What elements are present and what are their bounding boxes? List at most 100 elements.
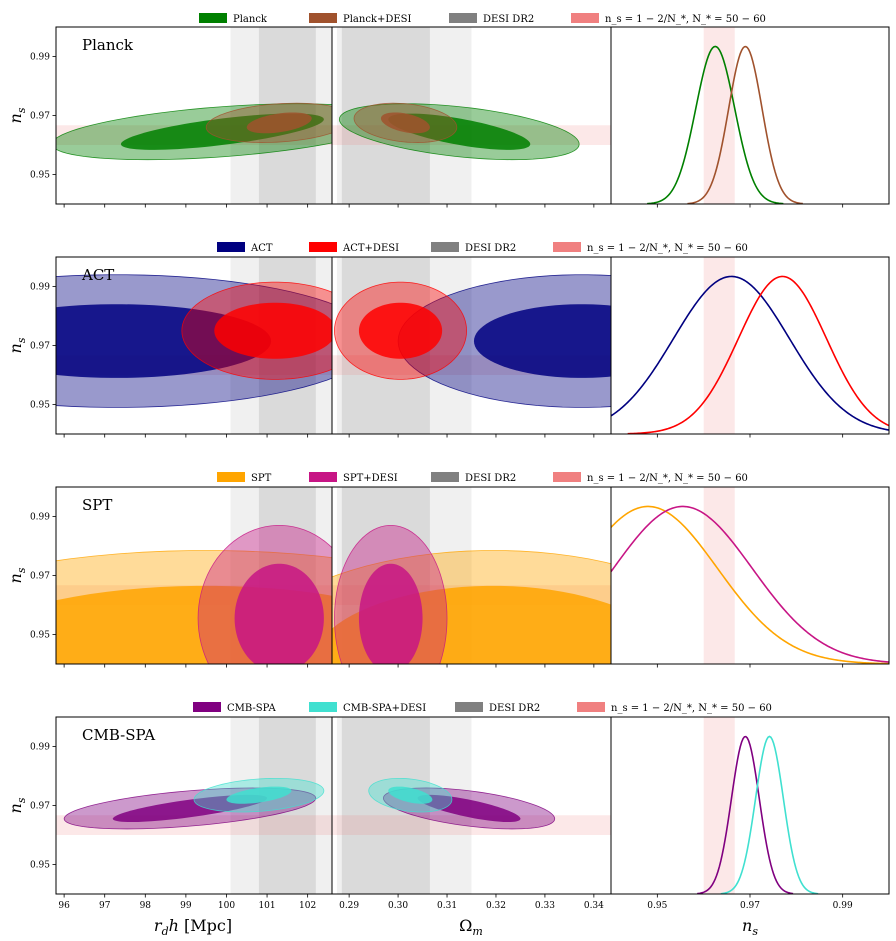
y-tick-label: 0.97	[30, 342, 50, 352]
legend-label: n_s = 1 − 2/N_*, N_* = 50 − 60	[605, 14, 766, 25]
y-tick-label: 0.95	[30, 861, 50, 871]
x-tick-label: 0.29	[339, 901, 359, 911]
plot-area-rdh	[56, 717, 332, 894]
legend: CMB-SPA CMB-SPA+DESI DESI DR2 n_s = 1 − 2/N…	[193, 702, 772, 714]
y-tick-label: 0.99	[30, 743, 50, 753]
x-label-om: Ωm	[459, 916, 483, 938]
legend-swatch	[455, 702, 483, 712]
y-axis-label: ns	[6, 567, 28, 583]
y-tick-label: 0.95	[30, 401, 50, 411]
contour-inner-ACT	[473, 304, 611, 378]
legend-label: DESI DR2	[483, 14, 534, 25]
inflation-band-1d	[703, 27, 735, 204]
y-tick-label: 0.95	[30, 631, 50, 641]
panel-row-2: 0.95 0.97 0.99 ns SPT SPT SPT+DESI DESI DR2 n_s …	[6, 472, 890, 668]
panel-title: SPT	[82, 496, 112, 514]
y-tick-label: 0.97	[30, 802, 50, 812]
contour-inner-Planck+DESI	[246, 112, 312, 134]
panel-title: ACT	[81, 266, 114, 284]
x-tick-label: 0.99	[833, 901, 853, 911]
legend-swatch	[193, 702, 221, 712]
legend-label: DESI DR2	[465, 473, 516, 484]
legend-swatch	[577, 702, 605, 712]
y-tick-label: 0.99	[30, 283, 50, 293]
legend-label: Planck+DESI	[343, 14, 412, 25]
x-tick-label: 0.97	[740, 901, 760, 911]
plot-area-om	[332, 487, 611, 664]
plot-area-ns	[697, 717, 819, 894]
contour-inner-CMB-SPA	[417, 794, 521, 823]
x-label-rdh: rdh [Mpc]	[154, 916, 232, 938]
legend: ACT ACT+DESI DESI DR2 n_s = 1 − 2/N_*, N_* …	[217, 242, 748, 254]
contour-inner-ACT+DESI	[214, 302, 332, 359]
plot-area-rdh	[56, 487, 332, 664]
x-tick-label: 96	[58, 901, 70, 911]
legend-swatch	[309, 472, 337, 482]
pdf-line-ACT+DESI	[627, 275, 889, 434]
legend-label: SPT+DESI	[343, 473, 398, 484]
legend-label: CMB-SPA+DESI	[343, 703, 426, 714]
legend-label: Planck	[233, 14, 268, 25]
legend-label: DESI DR2	[465, 243, 516, 254]
pdf-line-SPT	[611, 505, 889, 664]
inflation-band-1d	[703, 257, 735, 434]
legend-swatch	[449, 13, 477, 23]
legend-swatch	[217, 242, 245, 252]
x-tick-label: 0.33	[535, 901, 555, 911]
x-tick-label: 0.34	[584, 901, 604, 911]
plot-area-rdh	[56, 257, 332, 434]
legend-label: CMB-SPA	[227, 703, 276, 714]
plot-area-rdh	[56, 27, 332, 204]
contour-inner-CMB-SPA+DESI	[388, 786, 433, 804]
contour-inner-CMB-SPA+DESI	[226, 786, 292, 804]
legend-swatch	[553, 472, 581, 482]
contour-inner-SPT+DESI	[234, 563, 324, 664]
panel-row-1: 0.95 0.97 0.99 ns ACT ACT ACT+DESI DESI DR2 n_s …	[6, 242, 890, 438]
contour-inner-SPT+DESI	[358, 563, 423, 664]
x-tick-label: 97	[99, 901, 111, 911]
x-tick-label: 0.95	[647, 901, 667, 911]
x-label-ns: ns	[742, 916, 758, 938]
plot-area-ns	[611, 257, 889, 434]
y-axis-label: ns	[6, 337, 28, 353]
legend-swatch	[431, 242, 459, 252]
plot-area-om	[332, 27, 611, 204]
legend-label: n_s = 1 − 2/N_*, N_* = 50 − 60	[587, 243, 748, 254]
pdf-line-SPT+DESI	[611, 505, 889, 663]
legend: SPT SPT+DESI DESI DR2 n_s = 1 − 2/N_*, N_* …	[217, 472, 748, 484]
legend-swatch	[199, 13, 227, 23]
pdf-line-Planck	[647, 45, 784, 204]
x-tick-label: 98	[140, 901, 152, 911]
contour-inner-ACT+DESI	[358, 302, 443, 359]
legend-label: n_s = 1 − 2/N_*, N_* = 50 − 60	[611, 703, 772, 714]
plot-area-om	[332, 257, 611, 434]
legend: Planck Planck+DESI DESI DR2 n_s = 1 − 2/N_*…	[199, 13, 766, 25]
y-tick-label: 0.99	[30, 513, 50, 523]
y-tick-label: 0.99	[30, 53, 50, 63]
legend-label: SPT	[251, 473, 272, 484]
panel-title: Planck	[82, 36, 134, 54]
pdf-line-ACT	[611, 275, 889, 431]
plot-area-ns	[611, 487, 889, 664]
pdf-line-Planck+DESI	[687, 45, 803, 204]
x-tick-label: 99	[180, 901, 192, 911]
legend-swatch	[553, 242, 581, 252]
x-tick-label: 0.30	[388, 901, 408, 911]
legend-swatch	[309, 13, 337, 23]
pdf-line-CMB-SPA	[697, 735, 794, 894]
legend-swatch	[309, 702, 337, 712]
x-tick-label: 101	[258, 901, 275, 911]
x-axis-labels: rdh [Mpc] Ωm ns	[154, 916, 758, 938]
y-tick-label: 0.95	[30, 171, 50, 181]
x-tick-label: 0.32	[486, 901, 506, 911]
x-tick-label: 100	[218, 901, 235, 911]
panel-row-3: 96 97 98 99 100 101 102 0.29 0.30 0.31 0.32 0.33 0.3…	[6, 702, 890, 911]
x-tick-label: 102	[299, 901, 316, 911]
plot-area-ns	[647, 27, 803, 204]
inflation-band	[332, 815, 611, 835]
legend-swatch	[571, 13, 599, 23]
y-axis-label: ns	[6, 107, 28, 123]
legend-swatch	[431, 472, 459, 482]
inflation-band-1d	[703, 487, 735, 664]
